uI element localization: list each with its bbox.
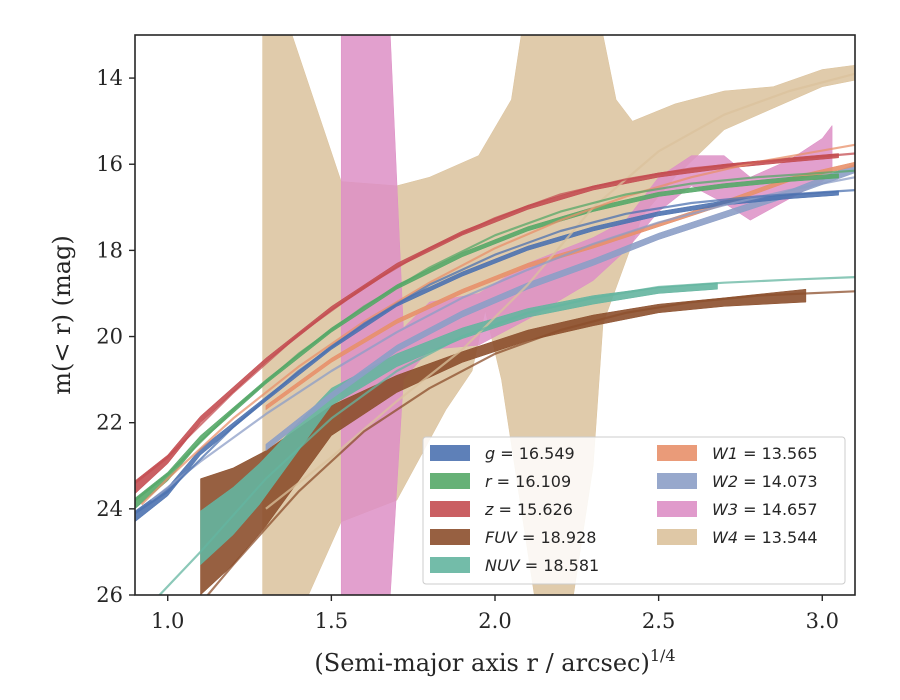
model-curve-fuv: [206, 290, 855, 595]
x-axis-title: (Semi-major axis r / arcsec)1/4: [314, 646, 675, 677]
legend: g = 16.549 r = 16.109 z = 15.626 FUV = 18.9…: [422, 436, 846, 585]
legend-swatch-g: [430, 445, 470, 461]
y-tick-label: 24: [96, 497, 123, 521]
legend-label-r: r = 16.109: [485, 472, 571, 491]
legend-swatch-w3: [657, 501, 697, 517]
legend-swatch-fuv: [430, 529, 470, 545]
legend-swatch-w4: [657, 529, 697, 545]
model-curve-w1: [140, 143, 855, 506]
y-tick-label: 22: [96, 411, 123, 435]
model-curve-r: [135, 169, 855, 502]
y-tick-label: 20: [96, 325, 123, 349]
legend-label-w1: W1 = 13.565: [712, 444, 818, 463]
legend-label-w3: W3 = 14.657: [712, 500, 818, 519]
model-curve-w4: [265, 72, 855, 510]
model-curve-z: [135, 152, 855, 484]
legend-label-fuv: FUV = 18.928: [485, 528, 596, 547]
legend-label-nuv: NUV = 18.581: [485, 556, 599, 575]
y-axis-title: m(< r) (mag): [48, 235, 76, 394]
x-tick-label: 2.5: [642, 609, 675, 633]
model-curve-g: [135, 189, 855, 515]
y-tick-label: 14: [96, 66, 123, 90]
y-tick-label: 26: [96, 583, 123, 607]
legend-swatch-w2: [657, 473, 697, 489]
y-tick-label: 18: [96, 238, 123, 262]
band-w1: [265, 161, 855, 411]
legend-label-w4: W4 = 13.544: [712, 528, 818, 547]
model-curve-nuv: [158, 276, 855, 595]
legend-label-w2: W2 = 14.073: [712, 472, 818, 491]
legend-swatch-w1: [657, 445, 697, 461]
legend-frame: [422, 436, 846, 585]
x-axis-title-text: (Semi-major axis r / arcsec): [314, 649, 649, 677]
x-tick-label: 3.0: [806, 609, 839, 633]
legend-swatch-r: [430, 473, 470, 489]
legend-swatch-z: [430, 501, 470, 517]
x-tick-label: 1.0: [151, 609, 184, 633]
ticks-layer: 1.0 1.5 2.0 2.5 3.0 14 16 18 20 22 24 26: [96, 66, 839, 633]
y-tick-label: 16: [96, 152, 123, 176]
series-layer: [135, 35, 855, 595]
x-axis-title-superscript: 1/4: [650, 646, 676, 665]
band-w4: [262, 35, 855, 595]
x-tick-label: 2.0: [478, 609, 511, 633]
legend-label-z: z = 15.626: [484, 500, 573, 519]
legend-label-g: g = 16.549: [485, 444, 575, 463]
x-tick-label: 1.5: [315, 609, 348, 633]
model-curve-w2: [150, 176, 855, 502]
legend-swatch-nuv: [430, 557, 470, 573]
band-fuv: [200, 288, 807, 595]
